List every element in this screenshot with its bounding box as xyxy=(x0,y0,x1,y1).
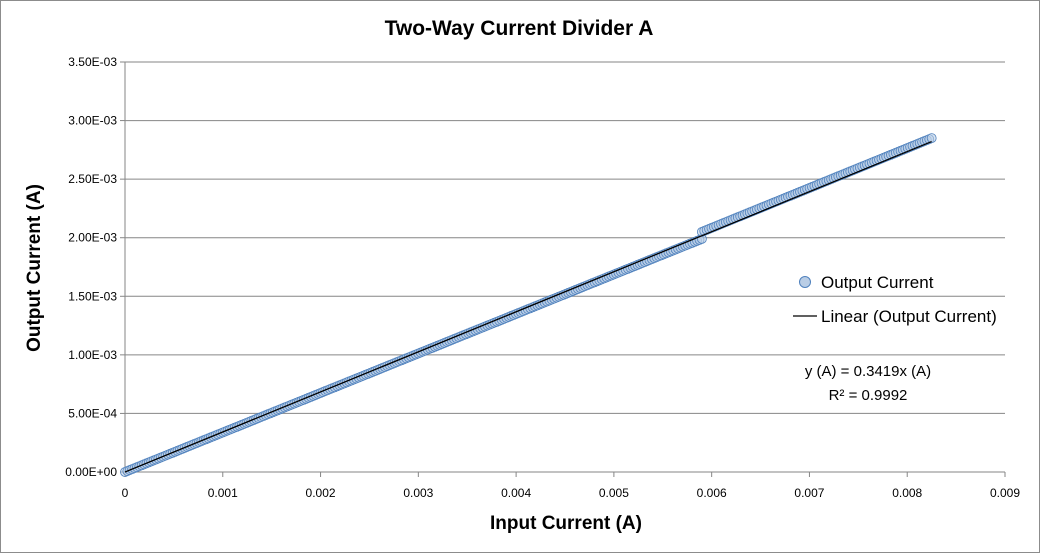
x-tick-label: 0.007 xyxy=(794,486,824,500)
trendline-group xyxy=(124,140,932,473)
legend-label-linear: Linear (Output Current) xyxy=(821,307,997,326)
trendline xyxy=(124,140,932,473)
y-tick-label: 2.00E-03 xyxy=(68,231,117,245)
y-tick-label: 5.00E-04 xyxy=(68,406,117,420)
y-tick-labels: 0.00E+00 5.00E-04 1.00E-03 1.50E-03 2.00E-03… xyxy=(65,55,117,479)
data-points xyxy=(120,133,937,477)
x-axis-title: Input Current (A) xyxy=(490,513,642,534)
y-axis-title: Output Current (A) xyxy=(24,184,45,352)
y-tick-label: 1.50E-03 xyxy=(68,289,117,303)
y-tick-label: 0.00E+00 xyxy=(65,465,117,479)
chart-title: Two-Way Current Divider A xyxy=(385,17,654,40)
axes xyxy=(120,61,1006,477)
x-tick-label: 0 xyxy=(122,486,129,500)
legend: Output Current Linear (Output Current) xyxy=(793,273,997,326)
x-tick-label: 0.003 xyxy=(403,486,433,500)
y-tick-label: 1.00E-03 xyxy=(68,348,117,362)
gridlines xyxy=(125,61,1005,414)
x-tick-label: 0.004 xyxy=(501,486,531,500)
x-tick-label: 0.009 xyxy=(990,486,1020,500)
x-tick-label: 0.002 xyxy=(306,486,336,500)
x-tick-label: 0.001 xyxy=(208,486,238,500)
legend-marker-output-current xyxy=(799,276,811,288)
x-tick-label: 0.008 xyxy=(892,486,922,500)
legend-label-output-current: Output Current xyxy=(821,273,934,292)
y-tick-label: 3.50E-03 xyxy=(68,55,117,69)
x-tick-labels: 0 0.001 0.002 0.003 0.004 0.005 0.006 0.007 0.00… xyxy=(122,486,1021,500)
x-tick-label: 0.006 xyxy=(697,486,727,500)
trendline-equation: y (A) = 0.3419x (A) xyxy=(805,363,931,380)
y-tick-label: 2.50E-03 xyxy=(68,172,117,186)
trendline-r-squared: R² = 0.9992 xyxy=(829,387,908,404)
data-point xyxy=(926,133,937,144)
x-tick-label: 0.005 xyxy=(599,486,629,500)
y-tick-label: 3.00E-03 xyxy=(68,114,117,128)
